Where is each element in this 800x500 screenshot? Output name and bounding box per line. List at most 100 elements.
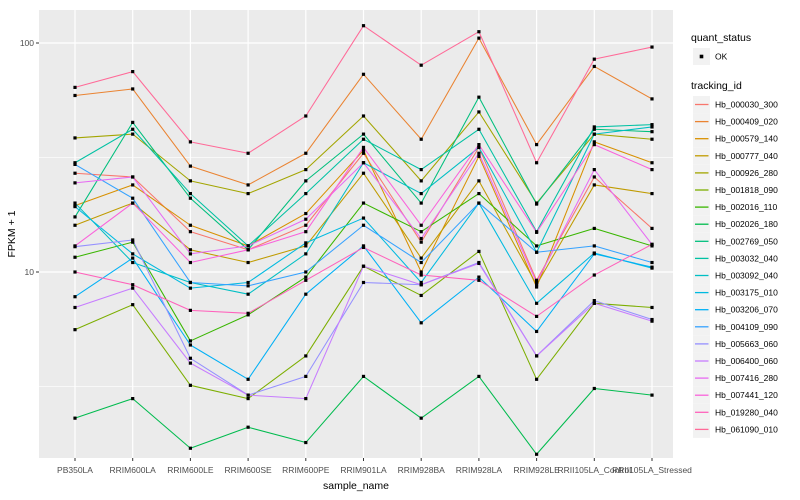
- data-point: [650, 393, 654, 397]
- data-point: [188, 280, 192, 285]
- data-point: [419, 416, 423, 420]
- data-point: [188, 164, 192, 168]
- data-point: [419, 293, 423, 298]
- data-point: [592, 183, 596, 187]
- data-point: [73, 136, 77, 140]
- data-point: [304, 168, 308, 172]
- x-tick-label: RRIM600PE: [282, 465, 330, 475]
- data-point: [361, 114, 366, 118]
- x-tick-label: RRII105LA_Control: [557, 465, 631, 475]
- data-point: [477, 278, 481, 282]
- data-point: [131, 303, 135, 307]
- data-point: [535, 202, 539, 206]
- data-point: [246, 397, 250, 401]
- data-point: [73, 161, 77, 165]
- ok-point-icon: [699, 54, 704, 59]
- data-point: [535, 329, 539, 334]
- data-point: [419, 236, 423, 241]
- data-point: [131, 256, 135, 260]
- data-point: [592, 301, 596, 305]
- data-point: [131, 183, 135, 187]
- data-point: [419, 321, 423, 325]
- data-point: [419, 137, 423, 141]
- data-point: [419, 230, 423, 234]
- data-point: [188, 230, 192, 234]
- data-point: [304, 151, 308, 155]
- data-point: [477, 145, 481, 150]
- data-point: [246, 244, 250, 248]
- legend-label-Hb_007441_120: Hb_007441_120: [715, 390, 778, 400]
- data-point: [535, 285, 539, 289]
- data-point: [131, 286, 135, 290]
- data-point: [304, 374, 308, 379]
- data-point: [419, 240, 423, 244]
- legend-label-Hb_000926_280: Hb_000926_280: [715, 168, 778, 178]
- data-point: [188, 179, 192, 183]
- data-point: [535, 244, 539, 248]
- data-point: [535, 280, 539, 285]
- data-point: [477, 249, 481, 254]
- data-point: [188, 446, 192, 450]
- data-point: [361, 171, 366, 175]
- data-point: [246, 280, 250, 285]
- data-point: [477, 154, 481, 158]
- data-point: [361, 245, 366, 250]
- data-point: [592, 127, 596, 131]
- data-point: [361, 145, 366, 150]
- y-tick-label: 10: [25, 267, 35, 277]
- data-point: [477, 179, 481, 183]
- data-point: [477, 127, 481, 131]
- data-point: [535, 354, 539, 358]
- legend-quant-status-title: quant_status: [691, 32, 751, 44]
- data-point: [592, 244, 596, 248]
- data-point: [188, 383, 192, 387]
- data-point: [188, 191, 192, 196]
- data-point: [361, 374, 366, 379]
- legend-label-Hb_007416_280: Hb_007416_280: [715, 373, 778, 383]
- x-tick-label: RRIM600SE: [224, 465, 272, 475]
- data-point: [361, 161, 366, 165]
- data-point: [131, 175, 135, 179]
- data-point: [535, 250, 539, 254]
- x-tick-label: RRIM600LA: [110, 465, 157, 475]
- data-point: [246, 183, 250, 187]
- data-point: [361, 151, 366, 155]
- data-point: [73, 215, 77, 219]
- data-point: [650, 137, 654, 141]
- data-point: [304, 230, 308, 234]
- data-point: [592, 64, 596, 69]
- data-point: [304, 223, 308, 227]
- data-point: [188, 223, 192, 227]
- data-point: [477, 95, 481, 99]
- data-point: [131, 87, 135, 91]
- data-point: [592, 140, 596, 144]
- data-point: [419, 179, 423, 183]
- data-point: [73, 223, 77, 227]
- data-point: [592, 252, 596, 256]
- x-axis-title: sample_name: [323, 480, 389, 492]
- data-point: [650, 265, 654, 269]
- data-point: [246, 425, 250, 429]
- data-point: [361, 24, 366, 28]
- data-point: [246, 191, 250, 196]
- data-point: [361, 137, 366, 141]
- data-point: [246, 248, 250, 252]
- data-point: [535, 301, 539, 305]
- data-point: [535, 143, 539, 147]
- legend-label-Hb_061090_010: Hb_061090_010: [715, 424, 778, 434]
- data-point: [592, 132, 596, 136]
- data-point: [650, 260, 654, 265]
- data-point: [73, 416, 77, 420]
- data-point: [304, 217, 308, 221]
- data-point: [535, 452, 539, 456]
- data-point: [73, 201, 77, 205]
- data-point: [304, 354, 308, 358]
- data-point: [592, 143, 596, 147]
- data-point: [73, 85, 77, 89]
- data-point: [477, 261, 481, 266]
- x-tick-label: RRIM928BA: [398, 465, 446, 475]
- legend-label-Hb_003206_070: Hb_003206_070: [715, 305, 778, 315]
- data-point: [304, 252, 308, 256]
- x-tick-label: RRIM928LE: [513, 465, 560, 475]
- data-point: [477, 151, 481, 155]
